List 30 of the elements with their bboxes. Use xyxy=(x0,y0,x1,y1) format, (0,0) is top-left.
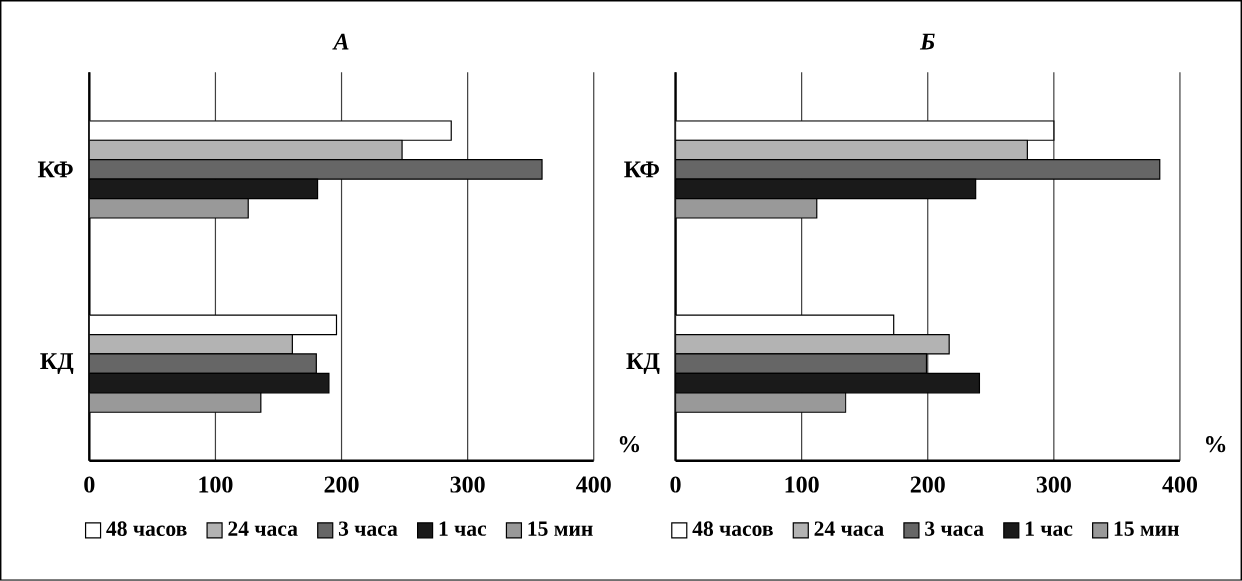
x-tick-label: 100 xyxy=(199,476,233,493)
legend-label: 15 мин xyxy=(528,521,593,536)
x-axis-title: % xyxy=(619,436,640,453)
legend-label: 15 мин xyxy=(1114,521,1179,536)
y-tick-label: КД xyxy=(40,353,74,375)
x-axis-title: % xyxy=(1205,436,1226,453)
chart-title: А xyxy=(332,33,349,50)
x-tick-label: 0 xyxy=(670,476,681,493)
legend-label: 3 часа xyxy=(338,521,398,537)
x-tick-label: 200 xyxy=(910,476,945,493)
x-tick-label: 400 xyxy=(1162,476,1198,493)
legend-label: 1 час xyxy=(439,521,487,536)
bar xyxy=(89,178,319,200)
legend-label: 3 часа xyxy=(925,521,984,537)
x-tick-label: 300 xyxy=(1036,476,1071,493)
legend-label: 24 часа xyxy=(814,521,884,537)
chart-title: Б xyxy=(919,33,935,50)
legend-label: 1 час xyxy=(1025,521,1073,536)
x-tick-label: 200 xyxy=(324,476,359,493)
legend-label: 48 часов xyxy=(692,521,773,537)
legend-label: 48 часов xyxy=(106,521,187,537)
y-tick-label: КФ xyxy=(37,161,73,178)
legend-label: 24 часа xyxy=(228,521,298,537)
y-tick-label: КФ xyxy=(624,161,659,178)
bar xyxy=(89,372,330,394)
x-tick-label: 300 xyxy=(450,476,485,493)
x-tick-label: 100 xyxy=(785,476,819,493)
x-tick-label: 400 xyxy=(576,476,611,493)
y-tick-label: КД xyxy=(626,353,660,375)
x-tick-label: 0 xyxy=(84,476,95,493)
